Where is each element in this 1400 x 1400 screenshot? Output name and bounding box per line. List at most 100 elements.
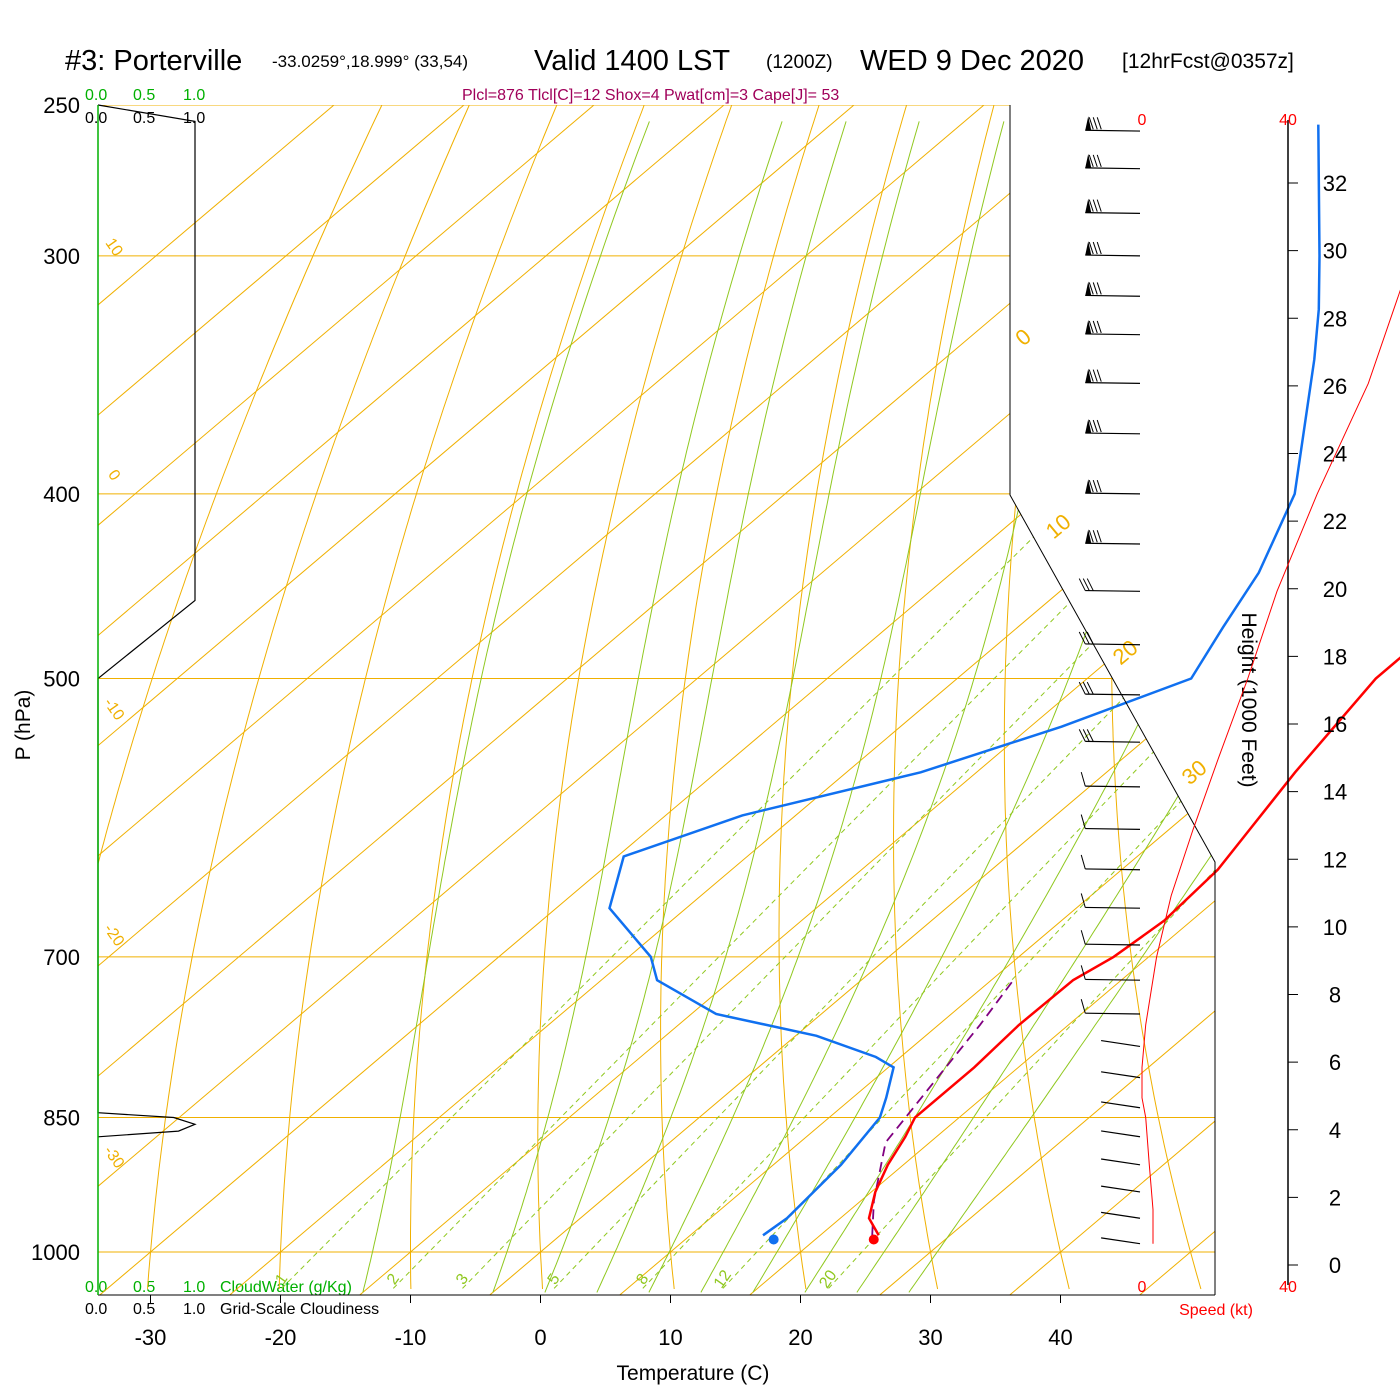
wind-barb-staff	[1085, 333, 1141, 336]
wind-barb-feather	[1092, 154, 1098, 168]
valid-date: WED 9 Dec 2020	[860, 45, 1084, 77]
wind-barb-pennant	[1085, 153, 1092, 168]
wind-barb-staff	[1101, 1130, 1141, 1138]
wind-barb-feather	[1080, 771, 1086, 787]
height-tick-label: 24	[1323, 442, 1347, 467]
wind-barb-feather	[1088, 369, 1094, 382]
wind-barb-staff	[1085, 129, 1141, 132]
pressure-tick-label: 250	[43, 93, 80, 118]
isotherm-line	[98, 105, 855, 1295]
moist-adiabat-line	[596, 121, 920, 1293]
wind-barb-feather	[1092, 369, 1098, 382]
isotherm-line	[98, 105, 335, 1295]
isotherm-line	[1270, 105, 1400, 1295]
station-coords: -33.0259°,18.999° (33,54)	[272, 52, 468, 71]
valid-time: Valid 1400 LST	[534, 45, 730, 77]
temperature-tick-label: -30	[135, 1325, 167, 1350]
mixing-ratio-line	[642, 493, 1215, 1289]
temperature-tick-label: 30	[918, 1325, 942, 1350]
wind-barb-feather	[1080, 814, 1086, 829]
wind-barb-feather	[1096, 154, 1102, 168]
wind-barb-feather	[1092, 199, 1098, 212]
cloud-top-green-2: 1.0	[183, 87, 205, 104]
wind-barb-feather	[1080, 893, 1086, 908]
height-tick-label: 14	[1323, 780, 1347, 805]
moist-adiabat-line	[804, 121, 1215, 1293]
height-tick-label: 20	[1323, 577, 1347, 602]
moist-adiabat-line	[492, 121, 783, 1293]
wind-barb-feather	[1078, 729, 1086, 742]
wind-barb-feather	[1082, 631, 1090, 645]
wind-barb-staff	[1101, 1185, 1141, 1193]
isotherm-line	[619, 105, 1215, 1295]
height-tick-label: 4	[1329, 1118, 1341, 1143]
wind-barb-staff	[1085, 167, 1141, 170]
isotherm-label: 0	[104, 467, 123, 484]
dry-adiabat-line	[778, 105, 908, 1290]
height-tick-label: 32	[1323, 171, 1347, 196]
pressure-tick-label: 850	[43, 1106, 80, 1131]
moist-adiabat-line	[544, 121, 847, 1293]
wind-barb-feather	[1096, 282, 1102, 295]
cloud-water-label: CloudWater (g/Kg)	[220, 1279, 352, 1296]
wind-barb-staff	[1101, 1039, 1141, 1048]
pressure-tick-label: 700	[43, 945, 80, 970]
cloud-bot-black-0: 0.0	[85, 1301, 107, 1318]
pressure-tick-label: 1000	[31, 1240, 80, 1265]
wind-barb-feather	[1078, 631, 1086, 645]
mixing-ratio-label: 12	[711, 1267, 735, 1291]
isotherm-line	[98, 105, 595, 1295]
wind-barb-staff	[1085, 492, 1141, 495]
dry-adiabat-line	[660, 105, 820, 1290]
pressure-tick-label: 400	[43, 482, 80, 507]
wind-barb-feather	[1088, 282, 1094, 295]
wind-barb-feather	[1088, 154, 1094, 168]
wind-barb-pennant	[1085, 479, 1092, 494]
wind-barb-feather	[1092, 419, 1098, 433]
cloud-bot-black-1: 0.5	[133, 1301, 155, 1318]
cloudiness-profile	[97, 104, 197, 1138]
temperature-tick-label: -10	[395, 1325, 427, 1350]
isotherm-label: 20	[1108, 635, 1143, 670]
cloud-top-black-2: 1.0	[183, 110, 205, 127]
height-tick-label: 12	[1323, 847, 1347, 872]
mixing-ratio-line	[462, 493, 1215, 1289]
surface-temperature-marker	[868, 1234, 879, 1245]
wind-barb-staff	[1085, 382, 1141, 384]
wind-barb-staff	[1085, 432, 1141, 435]
dry-adiabat-line	[278, 105, 558, 1290]
wind-barb-staff	[1101, 1211, 1141, 1219]
wind-barb-pennant	[1085, 319, 1092, 334]
plot-right-frame	[1009, 105, 1216, 1295]
wind-barb-feather	[1080, 965, 1086, 980]
wind-barb-feather	[1080, 930, 1086, 945]
wind-barb-feather	[1088, 419, 1094, 433]
dewpoint-profile	[608, 124, 1321, 1237]
wind-barb-feather	[1086, 578, 1094, 591]
wind-barb-feather	[1096, 419, 1102, 433]
wind-barb-feather	[1082, 729, 1090, 742]
wind-barb-feather	[1088, 117, 1094, 130]
wind-barb-feather	[1092, 282, 1098, 295]
isotherm-line	[1139, 105, 1215, 1295]
parcel-path	[871, 979, 1015, 1236]
moist-adiabat-line	[856, 121, 1215, 1293]
cloud-bot-green-2: 1.0	[183, 1279, 205, 1296]
wind-barb-staff	[1085, 868, 1141, 871]
height-tick-label: 16	[1323, 712, 1347, 737]
wind-barb-feather	[1080, 999, 1086, 1014]
dry-adiabat-line	[1111, 105, 1202, 1290]
isotherm-line	[749, 105, 1215, 1295]
wind-barb-staff	[1085, 740, 1141, 743]
cloud-bot-green-0: 0.0	[85, 1279, 107, 1296]
wind-barb-feather	[1096, 369, 1102, 382]
mixing-ratio-label: 3	[453, 1271, 472, 1288]
isotherm-line	[1009, 105, 1215, 1295]
isotherm-line	[489, 105, 1215, 1295]
wind-barb-feather	[1096, 479, 1102, 493]
wind-barb-staff	[1085, 254, 1141, 257]
height-tick-label: 26	[1323, 374, 1347, 399]
grid-clip-group	[98, 105, 1400, 1295]
temperature-profile	[867, 656, 1400, 1236]
height-tick-label: 22	[1323, 509, 1347, 534]
